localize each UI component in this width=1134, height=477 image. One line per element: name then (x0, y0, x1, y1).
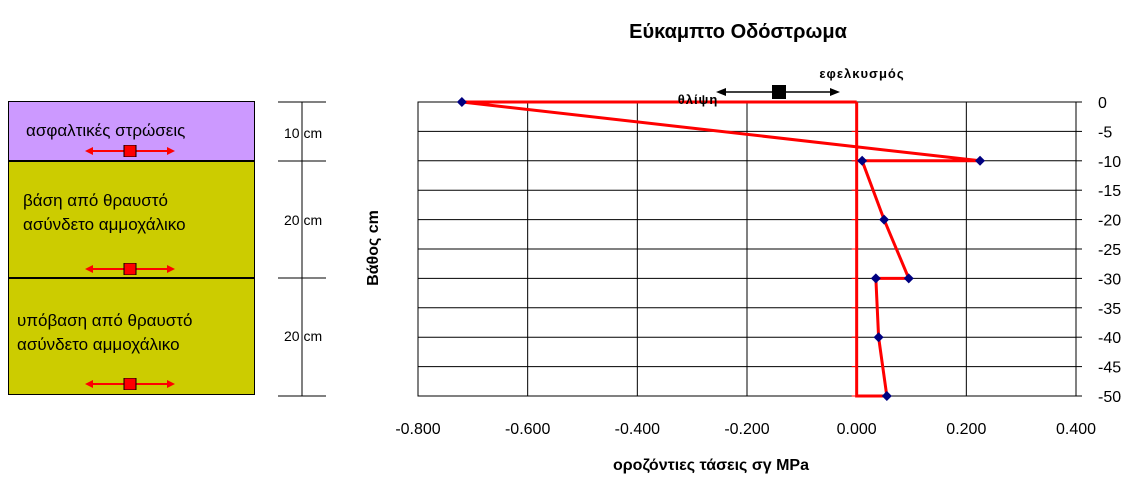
layer-asphalt-label: ασφαλτικές στρώσεις (26, 121, 186, 140)
layer-subbase-label-line2: ασύνδετο αμμοχάλικο (17, 335, 180, 354)
data-point (903, 273, 914, 284)
data-point (857, 155, 868, 166)
x-tick-label: 0.200 (946, 421, 986, 438)
x-tick-label: 0.400 (1056, 421, 1096, 438)
y-axis-label: Βάθος cm (365, 210, 382, 286)
y-tick-label: -30 (1098, 271, 1121, 288)
layer-base-label-line1: βάση από θραυστό (23, 191, 168, 210)
y-tick-label: -10 (1098, 154, 1121, 171)
x-tick-labels: -0.800 -0.600 -0.400 -0.200 0.000 0.200 0.400 (395, 421, 1096, 438)
y-tick-label: -25 (1098, 242, 1121, 259)
x-tick-label: 0.000 (837, 421, 877, 438)
stress-direction-arrow (85, 263, 175, 275)
y-tick-labels: 0 -5 -10 -15 -20 -25 -30 -35 -40 -45 -50 (1098, 95, 1121, 406)
thickness-label-asphalt: 10 cm (284, 125, 323, 141)
data-point (456, 97, 467, 107)
chart-series (456, 97, 986, 401)
thickness-dimension-lines (278, 101, 326, 397)
chart-title: Εύκαμπτο Οδόστρωμα (629, 21, 847, 43)
y-tick-label: -20 (1098, 213, 1121, 230)
x-tick-label: -0.600 (505, 421, 550, 438)
y-tick-label: -35 (1098, 301, 1121, 318)
compression-label: θλίψη (678, 92, 719, 107)
chart-grid (417, 101, 1082, 397)
layer-asphalt: ασφαλτικές στρώσεις (8, 101, 255, 161)
layer-subbase-label: υπόβαση από θραυστό ασύνδετο αμμοχάλικο (17, 309, 192, 357)
y-tick-label: -45 (1098, 360, 1121, 377)
tension-label: εφελκυσμός (819, 66, 904, 81)
x-axis-label: οροζόντιες τάσεις σγ MPa (613, 457, 809, 474)
x-tick-label: -0.200 (724, 421, 769, 438)
thickness-label-subbase: 20 cm (284, 328, 323, 344)
x-tick-label: -0.400 (615, 421, 660, 438)
data-point (975, 155, 986, 166)
layer-base-label: βάση από θραυστό ασύνδετο αμμοχάλικο (23, 189, 186, 237)
layer-subbase-label-line1: υπόβαση από θραυστό (17, 311, 193, 330)
layer-base-label-line2: ασύνδετο αμμοχάλικο (23, 215, 186, 234)
stress-direction-indicator (716, 85, 840, 99)
y-tick-label: -50 (1098, 389, 1121, 406)
data-point (873, 332, 884, 343)
stress-line (461, 100, 981, 398)
data-point (870, 273, 881, 284)
layer-subbase: υπόβαση από θραυστό ασύνδετο αμμοχάλικο (8, 278, 255, 395)
data-point (879, 214, 890, 225)
thickness-label-base: 20 cm (284, 212, 323, 228)
data-point (881, 391, 892, 401)
layer-base: βάση από θραυστό ασύνδετο αμμοχάλικο (8, 161, 255, 278)
y-tick-label: -15 (1098, 183, 1121, 200)
stress-direction-arrow (85, 145, 175, 157)
x-tick-label: -0.800 (395, 421, 440, 438)
y-tick-label: -5 (1098, 124, 1112, 141)
y-tick-label: 0 (1098, 95, 1107, 112)
y-tick-label: -40 (1098, 330, 1121, 347)
stress-direction-arrow (85, 378, 175, 390)
